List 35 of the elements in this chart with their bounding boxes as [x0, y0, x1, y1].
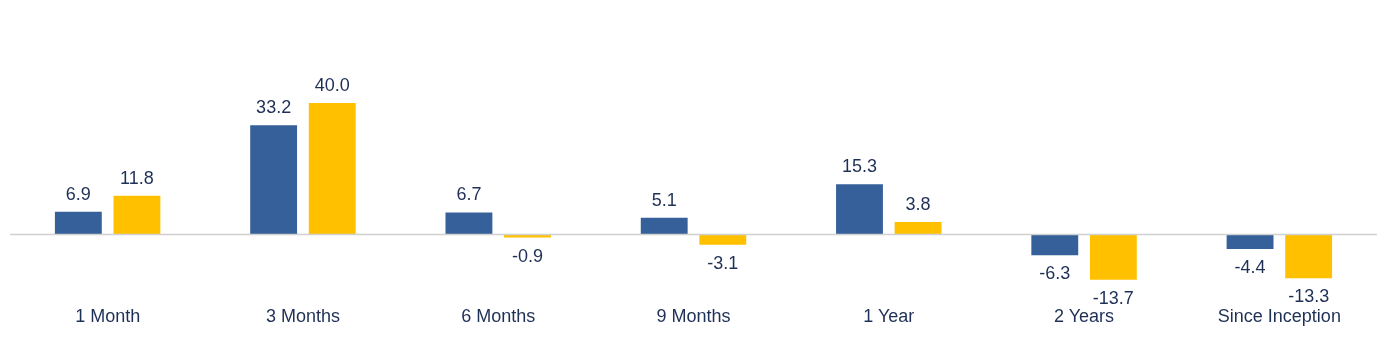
bar	[445, 212, 493, 235]
x-tick-label: Since Inception	[1217, 306, 1341, 327]
data-label: 5.1	[651, 189, 677, 210]
data-label: 40.0	[314, 74, 350, 95]
data-label: -13.3	[1288, 286, 1330, 307]
x-tick-label: 9 Months	[656, 306, 731, 327]
x-tick-label: 6 Months	[461, 306, 536, 327]
bar	[113, 195, 161, 235]
bar	[1226, 234, 1274, 250]
data-label: -6.3	[1039, 263, 1071, 284]
bar	[836, 184, 883, 235]
data-label: 33.2	[256, 97, 292, 118]
data-label: -13.7	[1092, 287, 1134, 308]
bar	[250, 125, 298, 235]
bar	[1285, 234, 1333, 279]
data-label: -0.9	[511, 245, 544, 266]
x-tick-label: 1 Year	[863, 306, 915, 327]
data-label: 3.8	[905, 194, 931, 215]
data-label: 6.7	[456, 184, 482, 205]
bar	[1089, 234, 1137, 280]
x-tick-label: 1 Month	[75, 306, 141, 327]
bar	[1031, 234, 1079, 256]
bar	[308, 102, 356, 235]
data-label: 11.8	[120, 167, 154, 188]
data-label: -3.1	[707, 252, 739, 273]
x-tick-label: 2 Years	[1054, 306, 1115, 327]
bar	[504, 234, 551, 238]
x-tick-label: 3 Months	[265, 306, 340, 327]
data-label: 15.3	[841, 156, 878, 177]
bar	[640, 217, 688, 235]
bar	[699, 234, 747, 245]
bar	[894, 222, 942, 235]
data-label: -4.4	[1234, 257, 1266, 278]
data-label: 6.9	[65, 183, 91, 204]
bar	[54, 211, 102, 235]
